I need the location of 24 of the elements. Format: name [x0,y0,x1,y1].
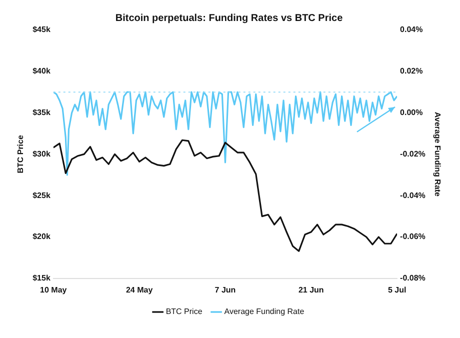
y2-axis-title: Average Funding Rate [432,112,442,198]
x-tick-label: 21 Jun [298,285,324,294]
y-axis-title: BTC Price [16,134,26,174]
y-tick-label: $45k [32,25,51,34]
y-tick-label: $15k [32,274,51,283]
y2-tick-label: -0.02% [400,149,426,158]
y2-tick-label: 0.04% [400,25,423,34]
y2-tick-label: -0.06% [400,232,426,242]
y-tick-label: $35k [32,108,51,118]
legend-label: BTC Price [166,307,203,316]
x-tick-label: 24 May [126,285,154,294]
legend-label: Average Funding Rate [224,307,305,316]
y-tick-label: $20k [32,232,51,242]
x-tick-label: 10 May [40,285,68,294]
y2-tick-label: -0.04% [400,190,426,200]
x-tick-label: 7 Jun [214,285,236,294]
y2-tick-label: 0.00% [400,108,423,118]
chart-title: Bitcoin perpetuals: Funding Rates vs BTC Price [115,12,344,24]
y2-tick-label: 0.02% [400,66,423,76]
x-tick-label: 5 Jul [388,285,406,294]
y-tick-label: $25k [32,190,51,200]
y-tick-label: $40k [32,66,51,76]
y-tick-label: $30k [32,149,51,158]
y2-tick-label: -0.08% [400,274,426,283]
